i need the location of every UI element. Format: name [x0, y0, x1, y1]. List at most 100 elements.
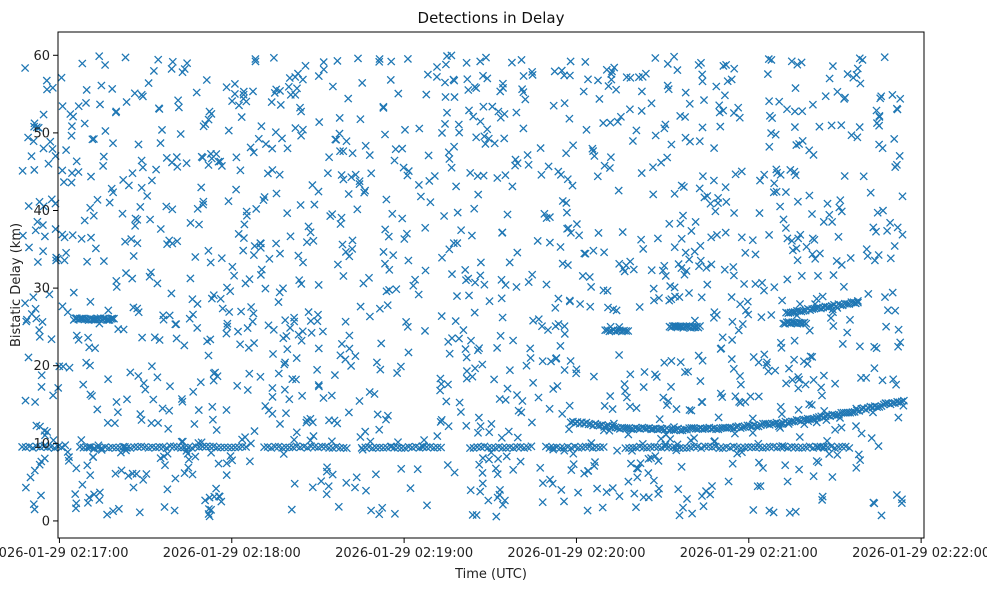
- data-point: [234, 101, 244, 110]
- data-point: [616, 112, 625, 121]
- data-point: [233, 381, 242, 390]
- data-point: [829, 321, 838, 331]
- data-point: [298, 327, 307, 336]
- data-point: [886, 254, 895, 263]
- data-point: [180, 341, 189, 350]
- data-point: [779, 215, 788, 224]
- data-point: [319, 65, 328, 74]
- data-point: [665, 296, 674, 305]
- data-point: [292, 354, 301, 363]
- data-point: [710, 308, 719, 317]
- data-point: [473, 346, 482, 355]
- data-point: [549, 384, 558, 394]
- data-point: [445, 154, 454, 164]
- data-point: [470, 204, 479, 213]
- data-point: [754, 422, 763, 431]
- data-point: [549, 101, 558, 110]
- data-point: [518, 85, 527, 94]
- data-point: [338, 240, 347, 249]
- data-point: [828, 62, 837, 71]
- data-point: [602, 488, 611, 497]
- data-point: [469, 112, 478, 121]
- data-point: [207, 505, 216, 514]
- data-point: [483, 125, 492, 134]
- data-point: [247, 302, 256, 312]
- data-point: [420, 326, 430, 335]
- data-point: [55, 362, 64, 371]
- data-point: [306, 436, 315, 445]
- data-point: [36, 491, 46, 500]
- data-point: [264, 321, 273, 330]
- data-point: [527, 418, 536, 427]
- data-point: [317, 477, 326, 486]
- data-point: [639, 493, 648, 502]
- data-point: [651, 451, 660, 461]
- data-point: [57, 73, 66, 82]
- data-point: [801, 380, 810, 389]
- y-tick-label: 20: [33, 359, 50, 374]
- data-point: [155, 442, 164, 451]
- data-point: [834, 232, 843, 241]
- data-point: [394, 89, 403, 98]
- data-point: [176, 129, 185, 139]
- data-point: [260, 443, 269, 452]
- data-point: [765, 97, 774, 106]
- data-point: [27, 152, 36, 161]
- data-point: [803, 359, 812, 368]
- data-point: [336, 219, 345, 229]
- data-point: [199, 200, 208, 209]
- data-point: [450, 468, 459, 477]
- data-point: [88, 135, 97, 144]
- data-point: [690, 434, 699, 443]
- data-point: [699, 502, 708, 511]
- data-point: [720, 91, 729, 100]
- data-point: [831, 379, 840, 388]
- data-point: [437, 415, 446, 424]
- data-point: [223, 322, 232, 331]
- data-point: [553, 381, 562, 391]
- data-point: [388, 209, 397, 218]
- data-point: [128, 169, 137, 178]
- data-point: [504, 427, 513, 436]
- data-point: [33, 257, 42, 267]
- data-point: [402, 317, 411, 326]
- data-point: [476, 422, 485, 431]
- data-point: [817, 391, 827, 400]
- data-point: [268, 165, 277, 175]
- data-point: [809, 375, 818, 384]
- data-point: [481, 53, 491, 62]
- data-point: [204, 160, 213, 170]
- data-point: [896, 338, 905, 347]
- data-point: [625, 105, 634, 114]
- data-point: [536, 463, 545, 472]
- data-point: [319, 58, 328, 67]
- data-point: [808, 250, 817, 259]
- data-point: [270, 442, 280, 451]
- data-point: [85, 493, 94, 502]
- data-point: [345, 344, 354, 353]
- data-point: [78, 480, 87, 489]
- data-point: [275, 249, 285, 258]
- data-point: [455, 128, 464, 137]
- data-point: [314, 382, 323, 391]
- data-point: [795, 465, 804, 474]
- data-point: [347, 361, 356, 370]
- data-point: [171, 320, 180, 329]
- data-point: [215, 492, 224, 501]
- data-point: [71, 504, 80, 513]
- data-point: [583, 506, 592, 515]
- data-point: [493, 173, 502, 183]
- data-point: [78, 59, 87, 68]
- data-point: [212, 484, 221, 493]
- data-point: [150, 333, 159, 342]
- data-point: [730, 64, 739, 73]
- data-point: [121, 53, 130, 62]
- data-point: [819, 442, 828, 451]
- data-point: [112, 397, 121, 407]
- y-tick-label: 30: [33, 282, 50, 297]
- data-point: [47, 335, 56, 344]
- data-point: [855, 342, 864, 351]
- data-point: [627, 446, 637, 455]
- data-point: [833, 450, 842, 459]
- data-point: [479, 102, 488, 111]
